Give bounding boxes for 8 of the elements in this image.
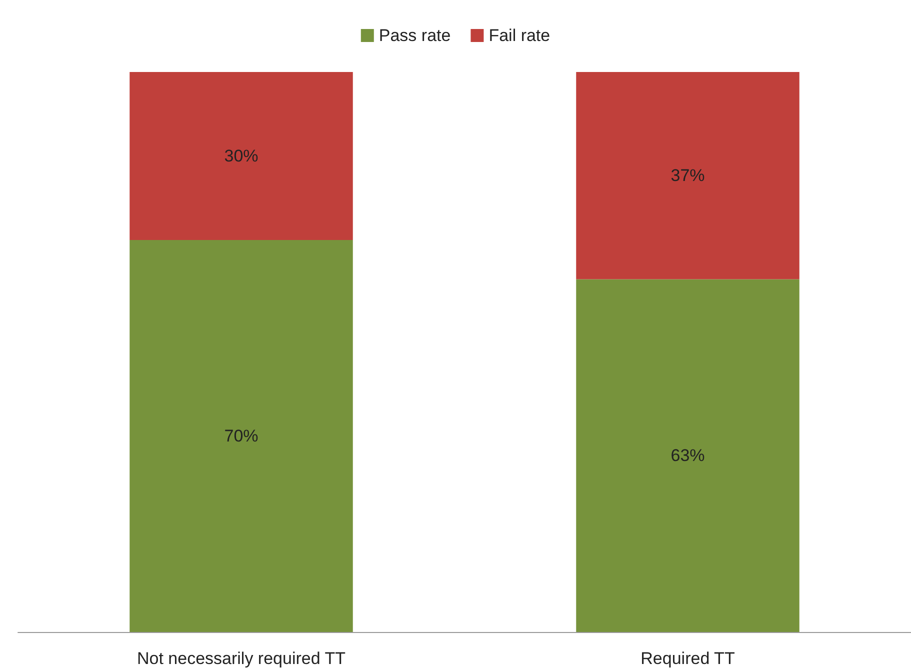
- legend-label: Pass rate: [378, 26, 451, 45]
- legend-label: Fail rate: [488, 26, 550, 45]
- x-tick-label: Required TT: [640, 649, 735, 668]
- x-tick-label: Not necessarily required TT: [137, 649, 346, 668]
- data-label: 37%: [670, 166, 705, 186]
- data-label: 63%: [670, 446, 705, 466]
- data-label: 70%: [224, 426, 258, 446]
- data-label: 30%: [224, 146, 258, 166]
